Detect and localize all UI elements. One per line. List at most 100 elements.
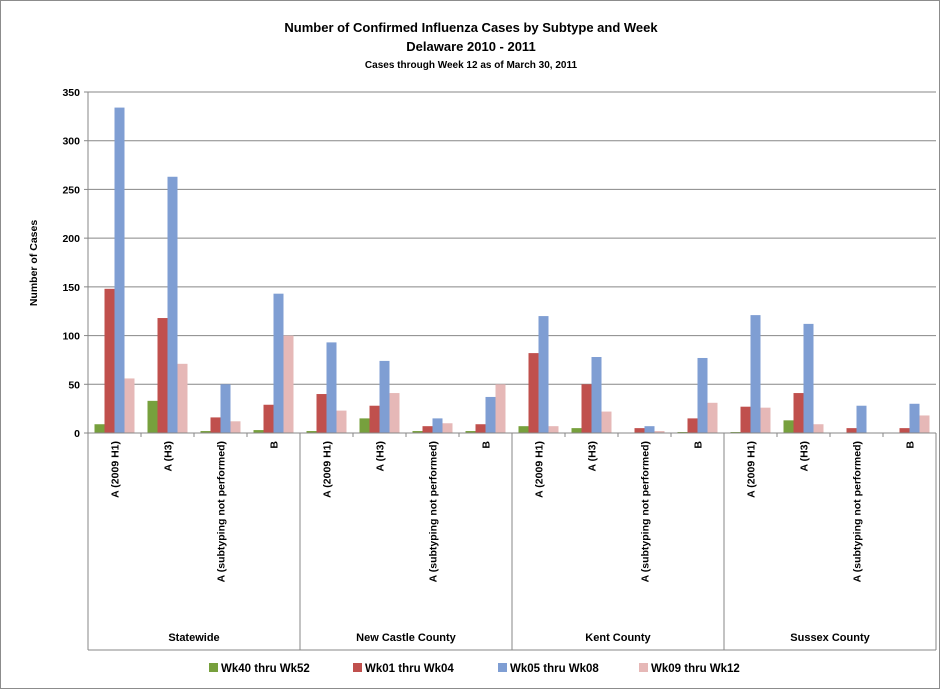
bar	[548, 426, 559, 433]
bar	[654, 431, 665, 433]
chart-subtitle: Delaware 2010 - 2011	[406, 39, 535, 54]
bar	[750, 315, 761, 433]
bar	[856, 405, 867, 433]
bar	[412, 431, 423, 433]
bar	[846, 428, 857, 433]
bar	[326, 342, 337, 433]
bar	[114, 107, 125, 434]
y-tick-label: 0	[74, 428, 80, 440]
bar	[803, 323, 814, 433]
x-category-label: B	[481, 441, 493, 449]
bar	[263, 404, 274, 433]
bar	[793, 393, 804, 433]
bar	[273, 293, 284, 433]
bar	[634, 428, 645, 433]
bar	[697, 357, 708, 433]
bar	[359, 418, 370, 433]
chart-subtitle-2: Cases through Week 12 as of March 30, 20…	[365, 60, 578, 71]
legend-label: Wk40 thru Wk52	[221, 663, 310, 675]
bar	[707, 402, 718, 433]
bar	[591, 357, 602, 433]
bar	[147, 400, 158, 433]
bar	[167, 176, 178, 433]
x-category-label: A (2009 H1)	[110, 441, 122, 498]
x-category-label: A (H3)	[163, 441, 175, 472]
bar	[306, 431, 317, 433]
bar	[442, 423, 453, 433]
x-group-label: Sussex County	[790, 632, 870, 644]
bar	[495, 384, 506, 433]
legend-swatch	[353, 663, 362, 672]
bar	[518, 426, 529, 433]
chart-title: Number of Confirmed Influenza Cases by S…	[284, 20, 658, 35]
bar	[389, 393, 400, 433]
bar	[485, 396, 496, 433]
bar	[475, 424, 486, 433]
bar	[687, 418, 698, 433]
y-tick-label: 300	[62, 136, 80, 148]
bar	[177, 363, 188, 433]
bar	[422, 426, 433, 433]
x-category-label: A (H3)	[587, 441, 599, 472]
y-tick-label: 100	[62, 331, 80, 343]
bar	[465, 431, 476, 433]
bar	[760, 407, 771, 433]
legend-label: Wk05 thru Wk08	[510, 663, 599, 675]
x-category-label: A (subtyping not performed)	[640, 441, 652, 582]
bar	[369, 405, 380, 433]
bar	[601, 411, 612, 433]
legend-swatch	[639, 663, 648, 672]
bar	[538, 316, 549, 433]
x-group-label: New Castle County	[356, 632, 457, 644]
bar	[783, 420, 794, 433]
bar	[336, 410, 347, 433]
x-category-label: B	[905, 441, 917, 449]
bar	[220, 384, 231, 433]
bar	[432, 418, 443, 433]
bar	[581, 384, 592, 433]
y-tick-label: 250	[62, 184, 80, 196]
y-tick-label: 200	[62, 233, 80, 245]
y-tick-label: 350	[62, 87, 80, 99]
y-tick-label: 150	[62, 282, 80, 294]
bar	[571, 428, 582, 433]
x-category-label: A (2009 H1)	[746, 441, 758, 498]
x-category-label: A (subtyping not performed)	[216, 441, 228, 582]
bar	[230, 421, 241, 433]
x-category-label: A (H3)	[375, 441, 387, 472]
x-category-label: A (H3)	[799, 441, 811, 472]
x-category-label: B	[693, 441, 705, 449]
legend-swatch	[209, 663, 218, 672]
x-group-label: Kent County	[585, 632, 651, 644]
bar	[94, 424, 105, 433]
bar	[283, 335, 294, 433]
x-category-label: A (subtyping not performed)	[428, 441, 440, 582]
bar	[899, 428, 910, 433]
bar	[644, 426, 655, 433]
bar	[104, 288, 115, 433]
legend-label: Wk01 thru Wk04	[365, 663, 454, 675]
bar	[157, 318, 168, 433]
x-group-label: Statewide	[168, 632, 219, 644]
bar	[740, 406, 751, 433]
bar	[813, 424, 824, 433]
x-category-label: B	[269, 441, 281, 449]
bar	[919, 415, 930, 433]
bar	[253, 430, 264, 433]
legend-swatch	[498, 663, 507, 672]
x-category-label: A (2009 H1)	[534, 441, 546, 498]
y-tick-label: 50	[68, 379, 80, 391]
x-category-label: A (subtyping not performed)	[852, 441, 864, 582]
bar	[909, 403, 920, 433]
legend-label: Wk09 thru Wk12	[651, 663, 740, 675]
y-axis-label: Number of Cases	[28, 220, 40, 307]
bar	[379, 360, 390, 433]
bar	[528, 353, 539, 433]
bar	[316, 394, 327, 433]
bar	[210, 417, 221, 433]
x-category-label: A (2009 H1)	[322, 441, 334, 498]
bar	[124, 378, 135, 433]
bar	[200, 431, 211, 433]
